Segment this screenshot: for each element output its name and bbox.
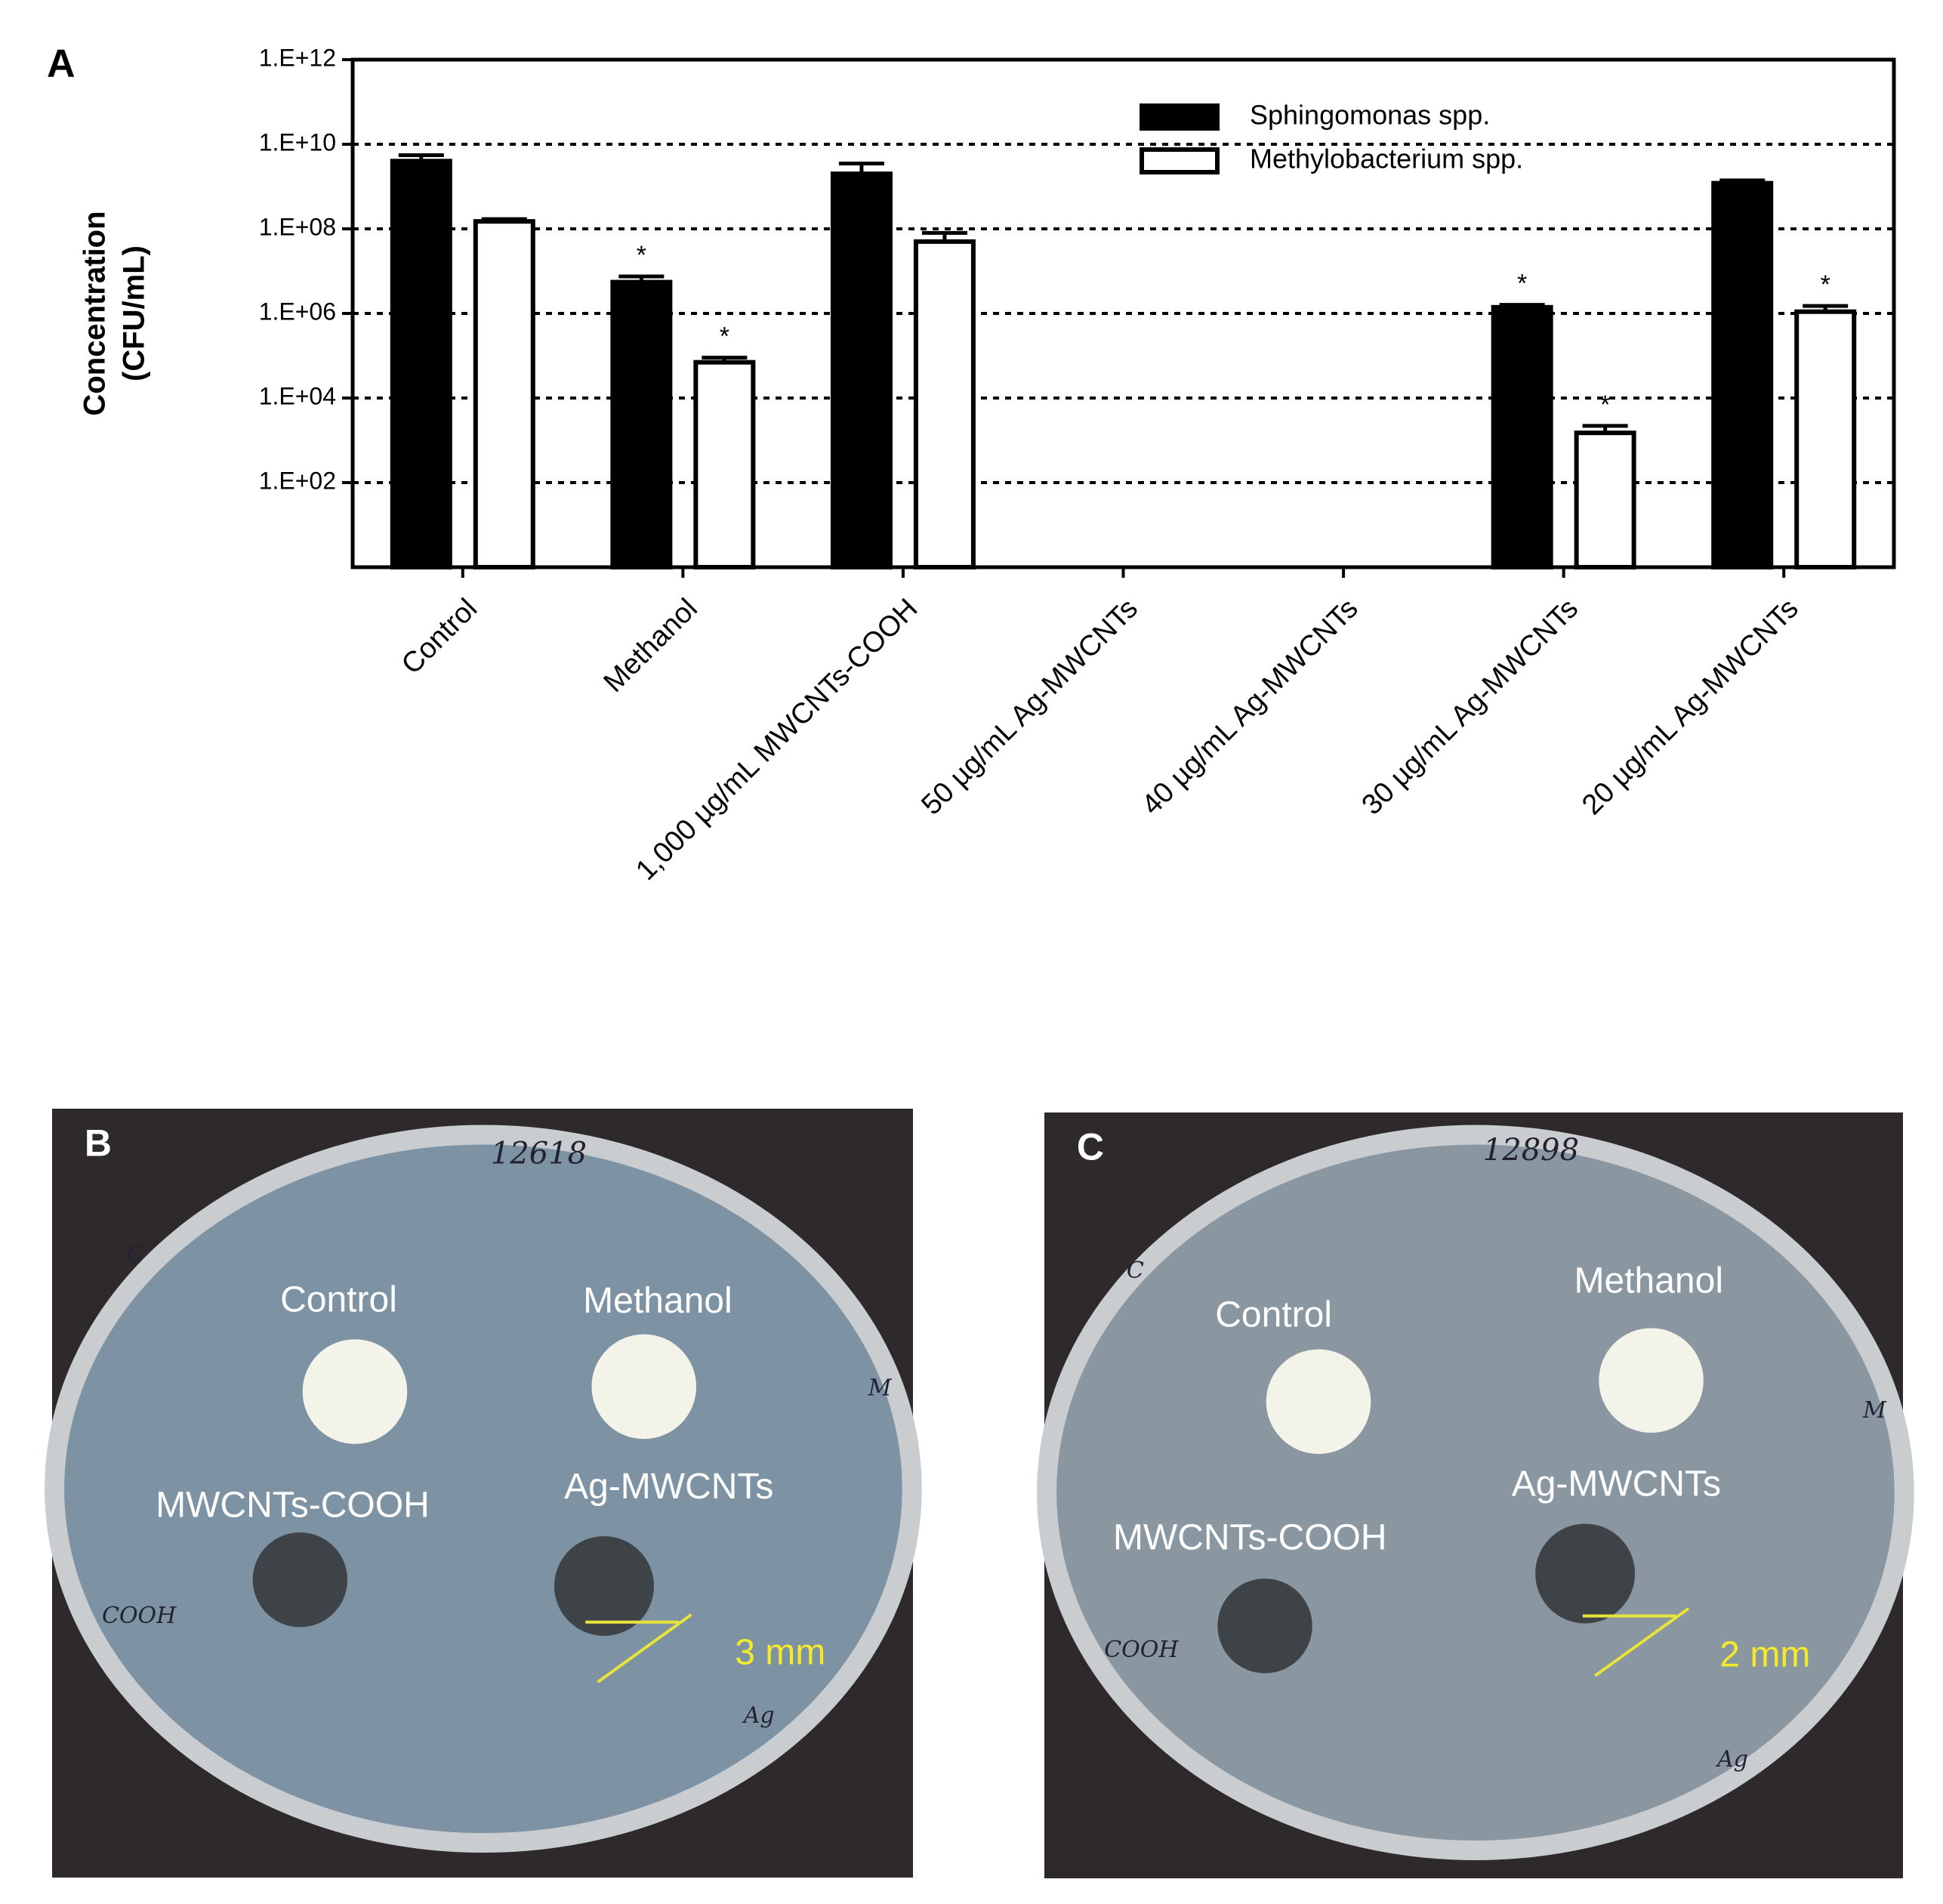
handwritten-mark: C [1127,1258,1144,1284]
panel-label: A [47,42,76,86]
white-disk [1599,1328,1704,1433]
y-tick-label: 1.E+10 [259,128,336,156]
zone-line [597,1613,692,1683]
y-tick-label: 1.E+08 [259,213,336,240]
legend-swatch [1140,103,1220,131]
x-tick-label: 50 µg/mL Ag-MWCNTs [915,593,1143,821]
significance-mark: * [637,241,646,270]
significance-mark: * [1821,270,1830,299]
bar [610,279,673,569]
plate-id: 12618 [491,1137,587,1171]
zone-line [1594,1607,1690,1677]
handwritten-mark: COOH [102,1603,177,1629]
bar [1574,430,1636,570]
zone-label: 2 mm [1719,1635,1810,1675]
legend-label: Methylobacterium spp. [1250,143,1523,174]
y-tick-label: 1.E+02 [259,467,336,494]
bar [390,159,452,569]
bar [473,219,535,569]
handwritten-mark: M [1862,1397,1887,1424]
handwritten-mark: M [868,1375,893,1401]
y-tick-label: 1.E+12 [259,44,336,71]
x-tick-label: 40 µg/mL Ag-MWCNTs [1136,593,1364,821]
legend-swatch [1140,147,1220,174]
y-tick-label: 1.E+06 [259,298,336,325]
bar [1711,181,1774,569]
x-tick-label: 30 µg/mL Ag-MWCNTs [1356,593,1584,821]
dark-disk [1217,1578,1312,1674]
bar [1491,304,1553,569]
dark-disk [252,1532,348,1628]
spot-label: Ag-MWCNTs [1512,1464,1721,1504]
white-disk [1266,1349,1371,1455]
panel-label: C [1077,1126,1104,1168]
agar [64,1144,902,1834]
y-axis-label: Concentration [79,211,112,415]
photo-panel: C 12898 C M COOH Ag Control Methanol MWCNTs-COOH… [1037,1112,1914,1878]
plot-frame [350,57,1896,569]
bar [913,239,976,569]
white-disk [302,1339,408,1444]
spot-label: MWCNTs-COOH [156,1486,430,1526]
handwritten-mark: C [127,1242,144,1268]
panel-label: B [85,1122,112,1165]
spot-label: Control [1215,1295,1332,1335]
dark-disk [1535,1523,1636,1624]
legend-label: Sphingomonas spp. [1250,100,1490,131]
spot-label: Control [280,1279,397,1319]
significance-mark: * [720,322,729,351]
white-disk [591,1334,697,1440]
spot-label: MWCNTs-COOH [1113,1518,1387,1558]
bar [1794,309,1857,569]
bar [830,171,893,569]
spot-label: Ag-MWCNTs [564,1467,773,1507]
y-tick-label: 1.E+04 [259,382,336,409]
significance-mark: * [1600,390,1610,419]
plate-id: 12898 [1483,1133,1579,1168]
dark-disk [554,1535,654,1636]
spot-label: Methanol [1574,1261,1723,1301]
handwritten-mark: Ag [1715,1746,1748,1773]
bar [693,360,756,569]
x-tick-label: 20 µg/mL Ag-MWCNTs [1576,593,1804,821]
x-tick-label: Methanol [598,593,704,699]
agar [1056,1144,1895,1841]
zone-label: 3 mm [735,1632,825,1672]
x-tick-label: Control [396,593,483,680]
handwritten-mark: Ag [742,1702,775,1729]
photo-panel: B 12618 C M COOH Ag Control Methanol MWCNTs-COOH… [45,1109,922,1878]
handwritten-mark: COOH [1104,1637,1179,1663]
y-axis-label: (CFU/mL) [118,245,151,381]
significance-mark: * [1517,270,1527,298]
spot-label: Methanol [583,1281,732,1321]
